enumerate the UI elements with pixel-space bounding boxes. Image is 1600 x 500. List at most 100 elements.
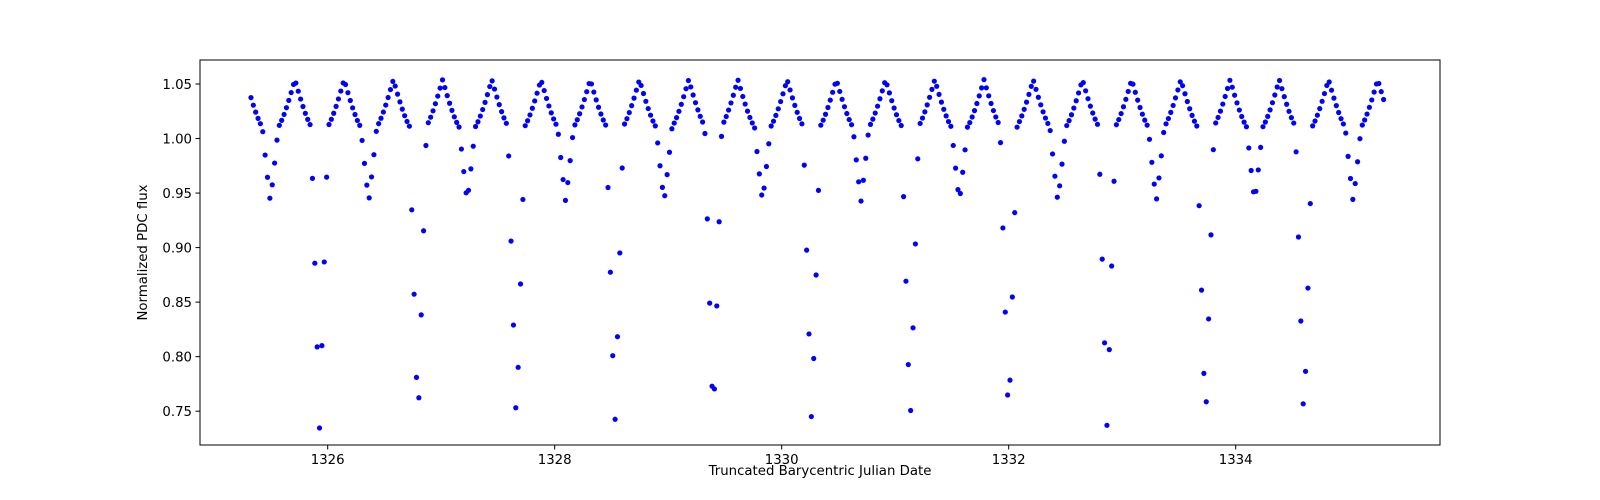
- data-point: [1312, 118, 1318, 124]
- data-point: [1333, 103, 1339, 109]
- data-point: [626, 109, 632, 116]
- data-point: [1118, 110, 1124, 117]
- data-point: [1002, 309, 1008, 315]
- data-point: [983, 85, 989, 91]
- data-point: [250, 102, 256, 108]
- data-point: [380, 109, 386, 115]
- data-point: [617, 250, 623, 256]
- data-point: [517, 281, 524, 287]
- data-point: [319, 343, 325, 349]
- data-point: [685, 77, 692, 84]
- data-point: [782, 83, 788, 89]
- data-point: [650, 118, 656, 124]
- data-point: [1255, 167, 1261, 173]
- data-point: [884, 82, 890, 88]
- data-point: [1276, 77, 1283, 84]
- data-point: [328, 116, 334, 122]
- data-point: [350, 105, 356, 111]
- data-point: [1139, 111, 1145, 117]
- data-point: [825, 104, 831, 111]
- data-point: [1307, 200, 1313, 207]
- data-point: [1350, 196, 1356, 202]
- data-point: [603, 122, 609, 128]
- data-point: [1149, 159, 1155, 165]
- data-point: [981, 77, 987, 83]
- data-point: [534, 90, 540, 96]
- data-point: [366, 195, 372, 201]
- data-point: [1144, 122, 1150, 128]
- data-point: [525, 118, 531, 124]
- data-point: [1180, 83, 1186, 89]
- data-point: [1073, 98, 1079, 104]
- data-point: [662, 193, 668, 199]
- data-point: [659, 184, 666, 190]
- data-point: [804, 247, 810, 253]
- data-point: [293, 80, 299, 86]
- data-point: [773, 112, 779, 118]
- data-point: [718, 133, 725, 139]
- data-point: [1023, 99, 1030, 105]
- data-point: [726, 107, 732, 113]
- data-point: [439, 77, 446, 83]
- data-point: [1310, 123, 1316, 129]
- data-point: [1028, 83, 1034, 89]
- data-point: [891, 105, 897, 111]
- data-point: [446, 100, 453, 106]
- data-point: [338, 88, 344, 94]
- data-point: [853, 157, 859, 163]
- data-point: [964, 124, 971, 130]
- data-point: [1362, 117, 1368, 123]
- data-point: [926, 94, 933, 100]
- data-point: [553, 121, 559, 127]
- data-point: [1222, 93, 1228, 100]
- data-point: [640, 90, 647, 97]
- data-point: [728, 100, 734, 106]
- data-point: [664, 172, 670, 178]
- data-point: [657, 163, 663, 169]
- data-point: [1099, 256, 1105, 262]
- data-point: [321, 259, 327, 265]
- data-point: [702, 130, 708, 137]
- data-point: [690, 92, 696, 98]
- data-point: [331, 110, 337, 116]
- data-point: [435, 93, 441, 99]
- data-point: [953, 165, 959, 171]
- data-point: [1288, 115, 1294, 121]
- data-point: [789, 95, 796, 101]
- data-point: [1347, 175, 1354, 182]
- data-point: [837, 88, 843, 95]
- data-point: [279, 117, 285, 123]
- data-point: [428, 114, 434, 120]
- data-point: [841, 104, 848, 110]
- data-point: [787, 87, 793, 93]
- data-point: [548, 110, 554, 116]
- data-point: [610, 353, 616, 359]
- data-point: [1161, 129, 1167, 136]
- data-point: [584, 89, 590, 95]
- data-point: [1236, 107, 1242, 113]
- data-point: [858, 198, 864, 204]
- data-point: [333, 103, 339, 109]
- data-point: [879, 88, 885, 94]
- data-point: [546, 103, 552, 109]
- data-point: [543, 95, 550, 102]
- data-point: [565, 179, 571, 186]
- data-point: [893, 112, 900, 118]
- data-point: [671, 120, 677, 126]
- data-point: [1146, 136, 1153, 142]
- data-point: [276, 122, 282, 128]
- data-point: [577, 111, 583, 117]
- data-point: [1246, 145, 1252, 151]
- data-point: [955, 187, 961, 193]
- data-point: [1293, 149, 1299, 155]
- data-point: [529, 105, 535, 111]
- data-point: [1265, 113, 1271, 119]
- data-point: [1274, 84, 1280, 90]
- data-point: [652, 123, 658, 129]
- data-point: [1305, 285, 1311, 291]
- data-point: [863, 155, 869, 161]
- data-point: [1213, 120, 1219, 126]
- data-point: [924, 102, 930, 108]
- data-point: [1182, 91, 1188, 97]
- data-point: [678, 101, 684, 107]
